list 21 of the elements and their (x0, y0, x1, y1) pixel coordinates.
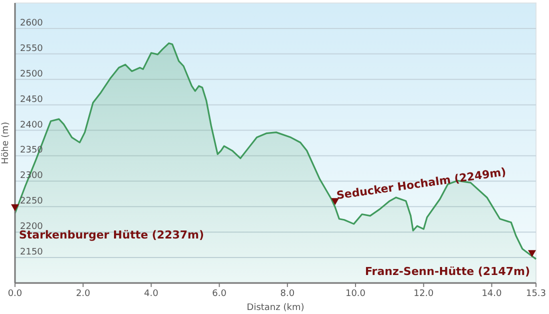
x-tick-label: 0.0 (8, 289, 22, 299)
annotation: Seducker Hochalm (2249m) (336, 165, 507, 202)
y-tick-label: 2500 (20, 69, 44, 80)
y-axis-title: Höhe (m) (1, 122, 11, 164)
annotation: Franz-Senn-Hütte (2147m) (364, 265, 530, 278)
x-tick-label: 2.0 (76, 289, 91, 299)
y-tick-label: 2250 (20, 196, 44, 207)
x-tick-label: 15.3 (526, 289, 546, 299)
x-tick-label: 12.0 (414, 289, 434, 299)
y-tick-label: 2400 (20, 120, 44, 130)
x-tick-label: 6.0 (212, 289, 227, 299)
annotation: Starkenburger Hütte (2237m) (19, 228, 204, 242)
y-tick-label: 2150 (20, 248, 44, 258)
x-axis-title: Distanz (km) (246, 303, 304, 313)
y-tick-label: 2550 (20, 44, 44, 54)
x-tick-label: 8.0 (280, 289, 295, 299)
y-tick-label: 2450 (20, 94, 44, 105)
x-tick-label: 14.0 (482, 289, 502, 299)
x-tick-label: 4.0 (144, 289, 159, 299)
x-tick-label: 10.0 (346, 289, 366, 299)
y-tick-label: 2600 (20, 18, 44, 28)
